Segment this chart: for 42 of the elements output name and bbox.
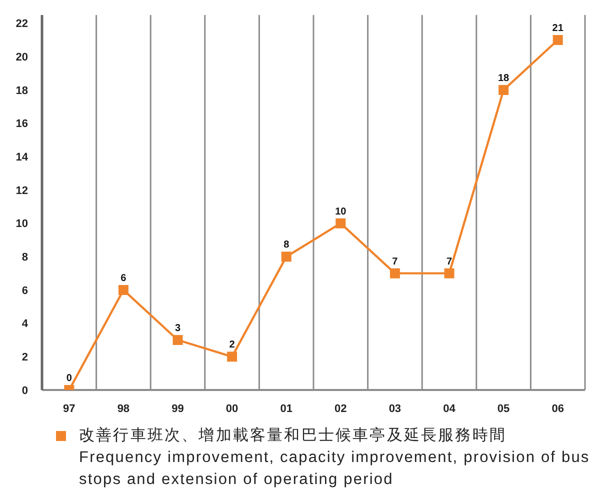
x-tick-label: 97 <box>63 402 76 415</box>
data-label: 7 <box>446 256 452 268</box>
x-tick-label: 03 <box>388 402 402 415</box>
x-tick-label: 00 <box>226 402 238 415</box>
y-tick-label: 22 <box>16 18 28 30</box>
x-tick-label: 99 <box>172 402 184 415</box>
x-tick-label: 06 <box>552 402 564 415</box>
point <box>227 352 238 362</box>
data-label: 2 <box>229 340 236 351</box>
point <box>336 218 346 228</box>
point <box>172 335 183 345</box>
data-label: 7 <box>392 256 398 268</box>
point <box>444 268 454 278</box>
data-label: 18 <box>498 73 510 84</box>
point <box>552 35 563 45</box>
y-tick-label: 0 <box>22 384 28 397</box>
point <box>281 252 292 262</box>
legend-label: 改善行車班次、增加載客量和巴士候車亭及延長服務時間 Frequency improvement, capacity improvement, provision of bus stops and extension of operating period <box>79 426 591 489</box>
y-tick-label: 14 <box>16 152 29 164</box>
x-tick-label: 02 <box>334 402 347 415</box>
y-tick-label: 6 <box>22 284 28 297</box>
x-tick-label: 05 <box>497 402 510 415</box>
x-tick-label: 98 <box>117 402 130 415</box>
data-label: 21 <box>552 23 564 34</box>
y-tick-label: 2 <box>22 352 28 364</box>
data-label: 3 <box>174 323 181 334</box>
x-tick-label: 04 <box>443 402 456 415</box>
point <box>390 268 400 278</box>
y-tick-label: 20 <box>16 52 28 64</box>
point <box>498 85 509 95</box>
data-label: 10 <box>335 206 347 218</box>
data-label: 8 <box>284 240 290 251</box>
y-tick-label: 8 <box>22 252 28 264</box>
data-label: 6 <box>120 273 127 284</box>
data-label: 0 <box>66 373 72 384</box>
y-tick-label: 18 <box>16 84 28 97</box>
y-tick-label: 4 <box>22 318 29 330</box>
y-tick-label: 12 <box>16 184 28 197</box>
x-tick-label: 01 <box>280 402 292 415</box>
point <box>118 285 128 295</box>
y-tick-label: 16 <box>16 118 28 130</box>
y-tick-label: 10 <box>16 218 28 230</box>
